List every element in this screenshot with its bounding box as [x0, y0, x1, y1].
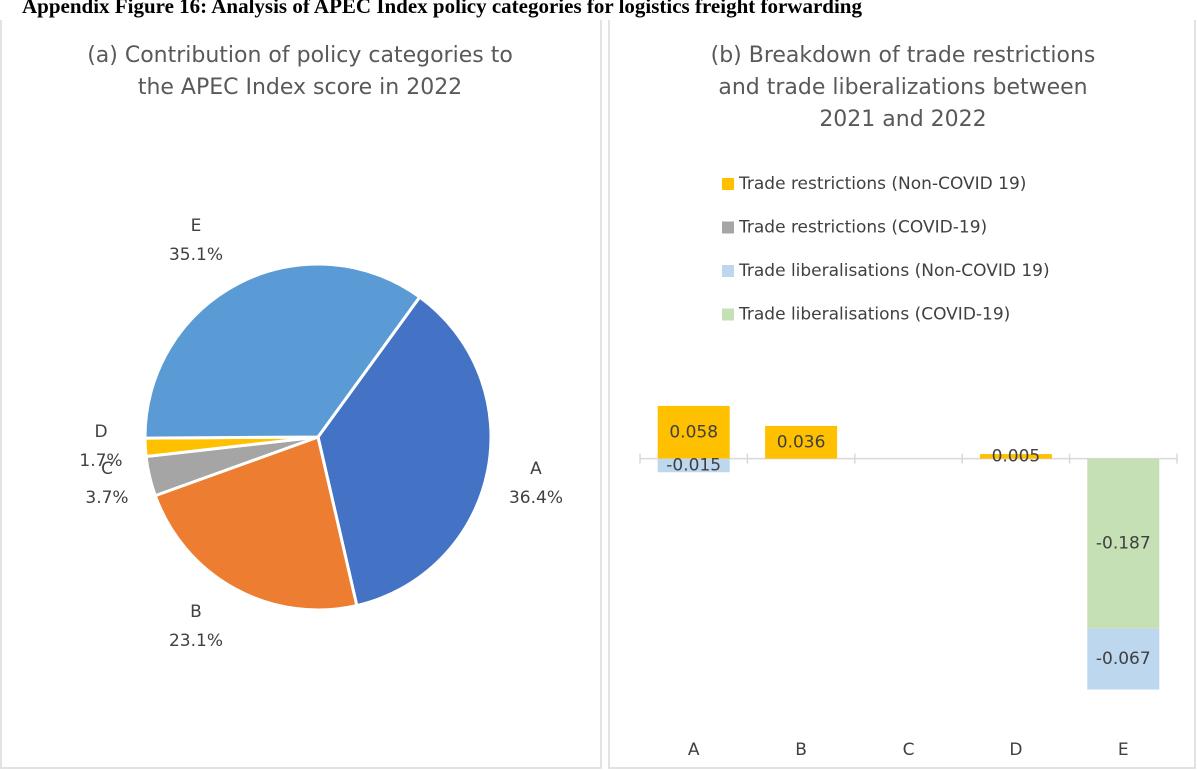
- pie-slice: [316, 294, 493, 608]
- x-tick-label: A: [688, 740, 700, 760]
- slice-category: B: [190, 602, 202, 622]
- chart-title: (b) Breakdown of trade restrictions: [711, 43, 1096, 68]
- x-tick-label: E: [1118, 740, 1129, 760]
- pie-slice: [143, 262, 422, 440]
- chart-title: (a) Contribution of policy categories to: [87, 43, 513, 68]
- pie-slice: [153, 435, 359, 612]
- x-tick-label: C: [903, 740, 915, 760]
- slice-value-label: 3.7%: [85, 488, 128, 508]
- bar-segment: [1087, 628, 1160, 690]
- bar-segment: [657, 458, 730, 473]
- bar-segment: [979, 454, 1052, 459]
- slice-value-label: 1.7%: [79, 451, 122, 471]
- title-band: [0, 0, 1197, 20]
- data-label: 0.005: [992, 446, 1041, 466]
- data-label: 0.036: [777, 432, 826, 452]
- bar-segment: [657, 405, 730, 459]
- slice-category: A: [530, 459, 542, 479]
- chart-title: the APEC Index score in 2022: [138, 75, 462, 100]
- chart-title: and trade liberalizations between: [718, 75, 1087, 100]
- slice-value-label: 35.1%: [169, 245, 223, 265]
- legend-label: Trade restrictions (Non-COVID 19): [738, 174, 1026, 194]
- data-label: -0.067: [1096, 649, 1151, 669]
- legend-swatch: [722, 265, 734, 277]
- data-label: -0.187: [1096, 534, 1151, 554]
- legend-swatch: [722, 221, 734, 234]
- slice-value-label: 36.4%: [509, 488, 563, 508]
- data-label: 0.058: [669, 422, 718, 442]
- x-tick-label: D: [1009, 740, 1022, 760]
- legend-swatch: [722, 308, 734, 321]
- slice-category: C: [101, 459, 113, 479]
- chart-title: 2021 and 2022: [819, 107, 986, 132]
- legend-swatch: [722, 178, 734, 190]
- x-tick-label: B: [795, 740, 807, 760]
- slice-category: E: [191, 216, 202, 236]
- legend-label: Trade liberalisations (Non-COVID 19): [738, 261, 1050, 281]
- bar-segment: [1087, 458, 1160, 629]
- slice-value-label: 23.1%: [169, 631, 223, 651]
- bar-segment: [765, 425, 838, 459]
- data-label: -0.015: [666, 455, 721, 475]
- slice-category: D: [94, 422, 107, 442]
- legend-label: Trade liberalisations (COVID-19): [738, 305, 1010, 325]
- page-title: Appendix Figure 16: Analysis of APEC Ind…: [22, 0, 862, 18]
- legend-label: Trade restrictions (COVID-19): [738, 218, 987, 238]
